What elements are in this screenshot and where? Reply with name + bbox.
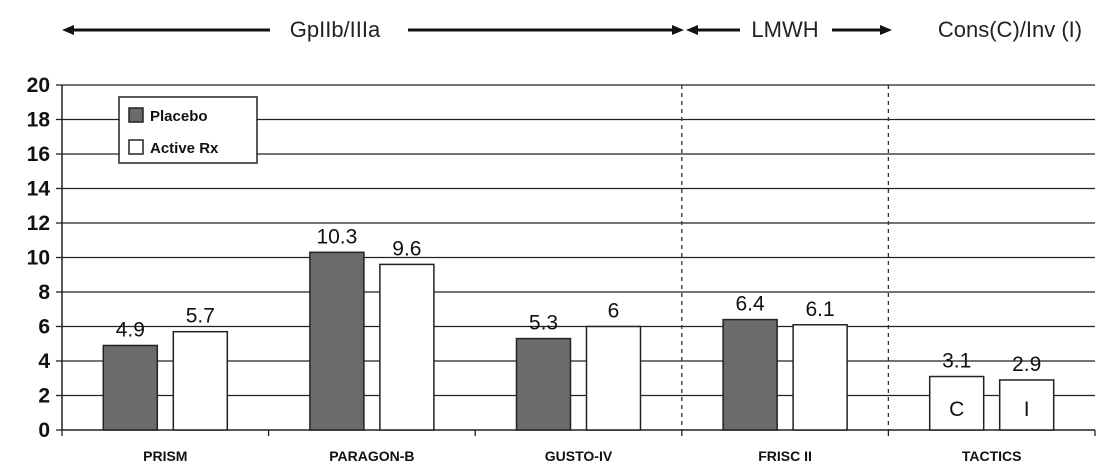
- lmwh-arrow-left-head: [686, 25, 698, 35]
- category-label: GUSTO-IV: [545, 448, 613, 464]
- bar-inner-label: I: [1024, 398, 1030, 421]
- y-tick-label: 20: [27, 74, 50, 97]
- bar-placebo: [515, 337, 572, 431]
- value-label: 5.3: [529, 312, 558, 335]
- bar-active-rx: [172, 330, 229, 431]
- bar-placebo: [722, 318, 778, 431]
- category-label: PRISM: [143, 448, 187, 464]
- category-label: PARAGON-B: [329, 448, 414, 464]
- value-label: 6.1: [805, 298, 834, 321]
- bar-placebo: [102, 344, 159, 431]
- gp-header-label: GpIIb/IIIa: [290, 17, 381, 42]
- bar-active-rx: [379, 263, 435, 431]
- y-tick-label: 2: [38, 385, 50, 408]
- value-label: 6.4: [735, 293, 765, 316]
- bars: [102, 251, 1055, 431]
- category-label: TACTICS: [962, 448, 1022, 464]
- value-label: 6: [608, 300, 620, 323]
- bar-placebo: [309, 251, 365, 431]
- y-tick-label: 0: [38, 419, 50, 442]
- cons-inv-header-label: Cons(C)/Inv (I): [938, 17, 1082, 42]
- legend-label-active-rx: Active Rx: [150, 140, 219, 157]
- bar-active-rx: [585, 325, 642, 431]
- value-label: 5.7: [186, 305, 215, 328]
- bar-placebo: [928, 375, 985, 431]
- legend-swatch-active-rx: [128, 139, 144, 155]
- group-dividers: [681, 85, 890, 430]
- lmwh-header-label: LMWH: [751, 17, 818, 42]
- value-label: 3.1: [942, 350, 971, 373]
- data-labels: 4.9 5.7 10.3 9.6 5.3 6 6.4 6.1 3.1 C 2.9 I: [116, 225, 1042, 421]
- value-label: 9.6: [392, 237, 421, 260]
- bar-active-rx: [998, 379, 1055, 431]
- value-label: 10.3: [316, 225, 357, 248]
- lmwh-arrow-right-head: [880, 25, 892, 35]
- bar-active-rx: [792, 324, 848, 431]
- value-label: 2.9: [1012, 353, 1041, 376]
- y-tick-label: 14: [27, 178, 51, 201]
- legend-swatch-placebo: [128, 107, 144, 123]
- y-tick-label: 4: [38, 350, 50, 373]
- gp-arrow-left-head: [62, 25, 74, 35]
- header-annotations: GpIIb/IIIa LMWH Cons(C)/Inv (I): [62, 17, 1082, 42]
- bar-inner-label: C: [949, 398, 964, 421]
- legend-label-placebo: Placebo: [150, 108, 208, 125]
- y-tick-label: 10: [27, 247, 50, 270]
- y-tick-label: 8: [38, 281, 50, 304]
- legend: Placebo Active Rx: [118, 96, 258, 164]
- value-label: 4.9: [116, 318, 145, 341]
- gp-arrow-right-head: [672, 25, 684, 35]
- y-tick-label: 18: [27, 109, 51, 132]
- y-tick-labels: 0 2 4 6 8 10 12 14 16 18 20: [27, 74, 62, 442]
- y-tick-label: 16: [27, 143, 50, 166]
- y-tick-label: 12: [27, 212, 50, 235]
- category-label: FRISC II: [758, 448, 812, 464]
- category-labels: PRISM PARAGON-B GUSTO-IV FRISC II TACTICS: [143, 448, 1021, 464]
- y-tick-label: 6: [38, 316, 50, 339]
